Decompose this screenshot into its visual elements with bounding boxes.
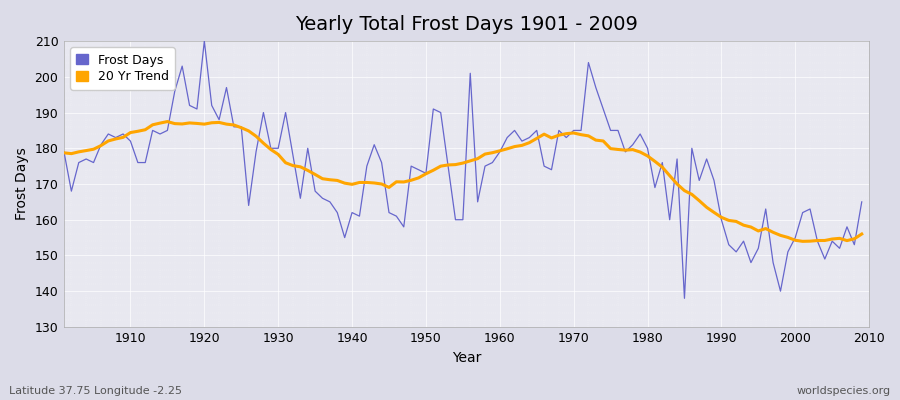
Y-axis label: Frost Days: Frost Days (15, 148, 29, 220)
20 Yr Trend (332, 178, 343, 183)
Line: Frost Days: Frost Days (64, 41, 861, 298)
X-axis label: Year: Year (452, 351, 482, 365)
20 Yr Trend (58, 150, 69, 155)
20 Yr Trend (494, 148, 505, 153)
Text: Latitude 37.75 Longitude -2.25: Latitude 37.75 Longitude -2.25 (9, 386, 182, 396)
Frost Days (856, 200, 867, 204)
Frost Days (494, 150, 505, 154)
20 Yr Trend (118, 135, 129, 140)
Frost Days (199, 39, 210, 44)
Title: Yearly Total Frost Days 1901 - 2009: Yearly Total Frost Days 1901 - 2009 (295, 15, 638, 34)
20 Yr Trend (162, 119, 173, 124)
Text: worldspecies.org: worldspecies.org (796, 386, 891, 396)
20 Yr Trend (502, 146, 513, 151)
20 Yr Trend (288, 163, 299, 168)
Line: 20 Yr Trend: 20 Yr Trend (64, 122, 861, 241)
Frost Days (590, 85, 601, 90)
20 Yr Trend (590, 138, 601, 142)
Frost Days (288, 153, 299, 158)
Legend: Frost Days, 20 Yr Trend: Frost Days, 20 Yr Trend (70, 47, 175, 90)
Frost Days (680, 296, 690, 301)
Frost Days (58, 150, 69, 154)
20 Yr Trend (856, 232, 867, 236)
20 Yr Trend (797, 239, 808, 244)
Frost Days (332, 210, 343, 215)
Frost Days (502, 135, 513, 140)
Frost Days (118, 132, 129, 136)
